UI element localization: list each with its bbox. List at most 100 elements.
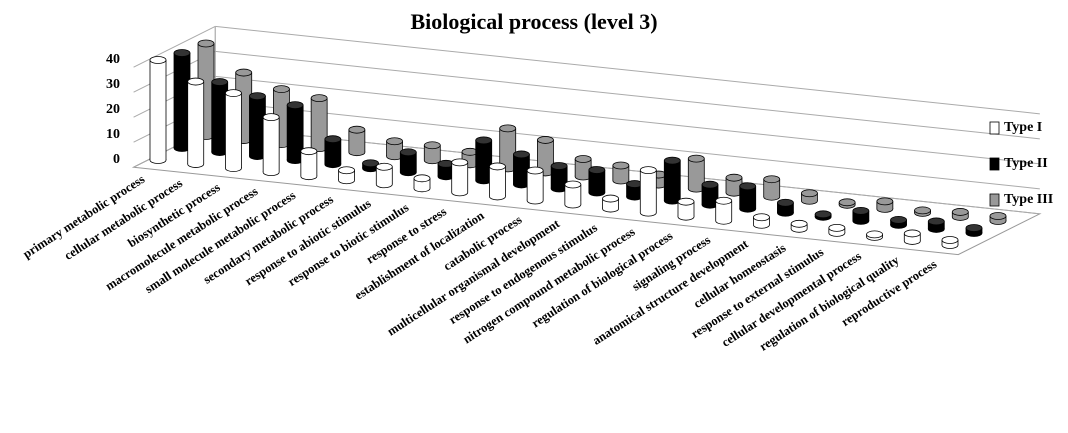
- cylinder-top: [876, 197, 894, 206]
- legend-swatch: [989, 193, 1000, 207]
- grid-line: [215, 25, 1040, 115]
- cylinder-top: [286, 101, 304, 110]
- cylinder: [526, 166, 544, 205]
- cylinder-top: [399, 148, 417, 157]
- bar: [650, 174, 667, 185]
- bar: [777, 202, 794, 213]
- cylinder: [790, 219, 808, 233]
- cylinder-top: [249, 92, 266, 100]
- cylinder-top: [235, 68, 253, 77]
- cylinder-top: [375, 162, 393, 171]
- bar: [664, 160, 681, 201]
- legend-swatch: [989, 121, 1000, 135]
- bar: [726, 177, 742, 193]
- cylinder: [286, 101, 304, 165]
- bar: [612, 165, 629, 181]
- cylinder-top: [838, 198, 856, 207]
- cylinder: [149, 56, 167, 164]
- cylinder-top: [262, 113, 280, 122]
- cylinder-top: [550, 162, 568, 170]
- cylinder-top: [687, 154, 705, 163]
- cylinder-top: [526, 166, 544, 175]
- cylinder-top: [914, 206, 931, 215]
- cylinder: [262, 113, 280, 177]
- cylinder-top: [149, 56, 167, 64]
- bar: [211, 82, 228, 153]
- bar: [263, 117, 280, 173]
- cylinder: [739, 182, 757, 213]
- cylinder-top: [725, 173, 743, 182]
- cylinder-top: [639, 166, 657, 175]
- cylinder-top: [814, 210, 832, 219]
- cylinder-top: [499, 124, 517, 133]
- cylinder-top: [386, 137, 403, 146]
- cylinder: [801, 189, 818, 205]
- cylinder-top: [310, 94, 328, 103]
- bar: [551, 165, 568, 189]
- cylinder-top: [677, 197, 695, 206]
- bar: [174, 53, 190, 148]
- bar: [348, 129, 365, 153]
- cylinder-top: [413, 174, 431, 183]
- cylinder: [876, 197, 894, 213]
- bar: [414, 178, 430, 189]
- bar: [678, 201, 694, 217]
- cylinder-top: [173, 49, 191, 57]
- bar: [300, 151, 317, 177]
- cylinder-top: [489, 162, 506, 171]
- cylinder: [663, 156, 681, 205]
- cylinder: [602, 194, 619, 213]
- bar: [386, 141, 403, 157]
- cylinder-top: [211, 78, 229, 86]
- bar: [499, 128, 516, 169]
- bar: [763, 179, 780, 197]
- legend-label: Type III: [1004, 192, 1053, 207]
- bar: [187, 81, 204, 165]
- cylinder-top: [197, 39, 215, 48]
- cylinder: [574, 155, 592, 181]
- cylinder: [550, 162, 568, 193]
- cylinder: [375, 162, 393, 189]
- cylinder-top: [423, 141, 441, 150]
- cylinder: [413, 174, 431, 193]
- cylinder: [348, 125, 366, 157]
- y-tick-label: 20: [106, 102, 120, 117]
- bar: [287, 105, 304, 161]
- bar: [527, 170, 544, 201]
- cylinder-top: [777, 198, 794, 207]
- bar: [575, 158, 592, 177]
- cylinder: [941, 236, 959, 249]
- cylinder: [715, 196, 733, 225]
- bar: [564, 184, 581, 205]
- bar: [489, 166, 506, 197]
- bar: [537, 139, 554, 173]
- cylinder: [777, 198, 794, 217]
- grid-line: [215, 50, 1040, 140]
- cylinder-top: [602, 194, 619, 203]
- cylinder: [187, 77, 205, 168]
- cylinder: [475, 136, 493, 185]
- cylinder: [564, 180, 582, 209]
- cylinder: [612, 161, 630, 185]
- cylinder-top: [338, 166, 355, 175]
- legend-label: Type I: [1004, 120, 1042, 135]
- chart-title: Biological process (level 3): [410, 9, 657, 34]
- cylinder-top: [513, 150, 530, 159]
- cylinder-top: [715, 196, 733, 205]
- bar: [702, 184, 718, 205]
- bar: [400, 152, 417, 173]
- cylinder-top: [790, 219, 808, 228]
- cylinder-top: [989, 212, 1007, 220]
- bar: [852, 210, 869, 221]
- cylinder: [814, 210, 832, 221]
- cylinder-top: [951, 208, 969, 216]
- cylinder: [927, 217, 945, 233]
- cylinder-top: [564, 180, 582, 189]
- cylinder-top: [537, 136, 554, 144]
- cylinder: [687, 154, 705, 193]
- cylinder: [225, 89, 242, 172]
- grid-line: [215, 75, 1040, 165]
- cylinder: [249, 92, 266, 160]
- cylinder: [852, 206, 870, 225]
- cylinder: [828, 223, 846, 237]
